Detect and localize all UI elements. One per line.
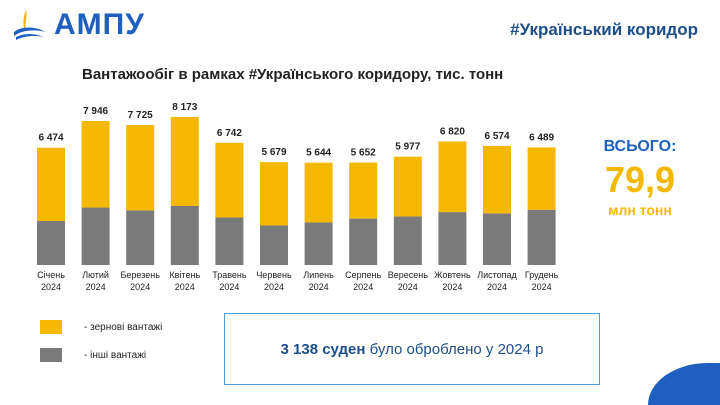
bar-other-8 <box>349 218 378 265</box>
legend-label-grain: - зернові вантажі <box>84 322 163 333</box>
info-text: було оброблено у 2024 р <box>365 340 544 358</box>
total-label-12: 6 489 <box>529 132 554 143</box>
year-label-4: 2024 <box>175 282 195 292</box>
legend-swatch-grain <box>40 320 62 334</box>
month-label-1: Січень <box>37 270 65 280</box>
year-label-12: 2024 <box>532 282 552 292</box>
bar-other-6 <box>260 225 288 265</box>
legend-swatch-other <box>40 348 62 362</box>
year-label-6: 2024 <box>264 282 284 292</box>
total-label-3: 7 725 <box>128 110 153 121</box>
year-label-10: 2024 <box>442 282 462 292</box>
total-unit: млн тонн <box>608 202 672 218</box>
total-value: 79,9 <box>604 159 676 200</box>
year-label-7: 2024 <box>309 282 329 292</box>
bar-other-3 <box>126 210 155 265</box>
ampu-logo: АМПУ <box>10 8 180 42</box>
month-label-5: Травень <box>212 270 247 280</box>
month-label-8: Серпень <box>345 270 381 280</box>
month-label-11: Листопад <box>477 270 517 280</box>
total-label-10: 6 820 <box>440 126 465 137</box>
bar-grain-3 <box>126 125 155 211</box>
total-label-6: 5 679 <box>261 147 286 158</box>
bar-other-1 <box>37 220 65 265</box>
total-label-4: 8 173 <box>172 102 197 113</box>
info-box: 3 138 суден було оброблено у 2024 р <box>224 313 600 385</box>
bar-grain-5 <box>215 142 244 218</box>
bar-other-7 <box>304 222 333 265</box>
logo-text: АМПУ <box>54 8 145 41</box>
bar-other-2 <box>81 207 110 265</box>
bar-other-4 <box>170 205 199 265</box>
total-label-7: 5 644 <box>306 148 331 159</box>
month-label-4: Квітень <box>169 270 200 280</box>
total-label-8: 5 652 <box>351 148 376 159</box>
total-label-1: 6 474 <box>38 133 63 144</box>
bar-other-5 <box>215 217 244 265</box>
bar-grain-11 <box>483 145 511 214</box>
total-label-5: 6 742 <box>217 128 242 139</box>
bar-grain-1 <box>37 147 65 221</box>
total-label-9: 5 977 <box>395 142 420 153</box>
month-label-10: Жовтень <box>434 270 471 280</box>
year-label-5: 2024 <box>219 282 239 292</box>
year-label-11: 2024 <box>487 282 507 292</box>
chart-title: Вантажообіг в рамках #Українського корид… <box>82 66 504 83</box>
bar-grain-9 <box>393 156 422 217</box>
bar-grain-8 <box>349 162 378 219</box>
bar-other-11 <box>483 213 511 265</box>
bar-other-12 <box>527 209 556 265</box>
bar-grain-7 <box>304 162 333 223</box>
year-label-2: 2024 <box>86 282 106 292</box>
bar-grain-10 <box>438 141 467 213</box>
bar-grain-12 <box>527 147 556 210</box>
total-label-2: 7 946 <box>83 106 108 117</box>
bar-grain-4 <box>170 116 199 206</box>
total-label-11: 6 574 <box>484 131 509 142</box>
month-label-7: Липень <box>303 270 334 280</box>
info-highlight: 3 138 суден <box>280 340 366 358</box>
ampu-logo-icon <box>14 10 46 40</box>
bar-grain-2 <box>81 121 110 208</box>
month-label-6: Червень <box>256 270 292 280</box>
hashtag-title: #Український коридор <box>510 20 698 39</box>
month-label-12: Грудень <box>525 270 559 280</box>
year-label-1: 2024 <box>41 282 61 292</box>
month-label-3: Березень <box>120 270 160 280</box>
month-label-9: Вересень <box>388 270 428 280</box>
year-label-9: 2024 <box>398 282 418 292</box>
total-label: ВСЬОГО: <box>603 138 677 155</box>
year-label-8: 2024 <box>353 282 373 292</box>
legend-label-other: - інші вантажі <box>84 350 147 361</box>
bar-other-9 <box>393 216 422 265</box>
bar-grain-6 <box>260 162 288 226</box>
month-label-2: Лютий <box>82 270 109 280</box>
bar-other-10 <box>438 212 467 265</box>
year-label-3: 2024 <box>130 282 150 292</box>
